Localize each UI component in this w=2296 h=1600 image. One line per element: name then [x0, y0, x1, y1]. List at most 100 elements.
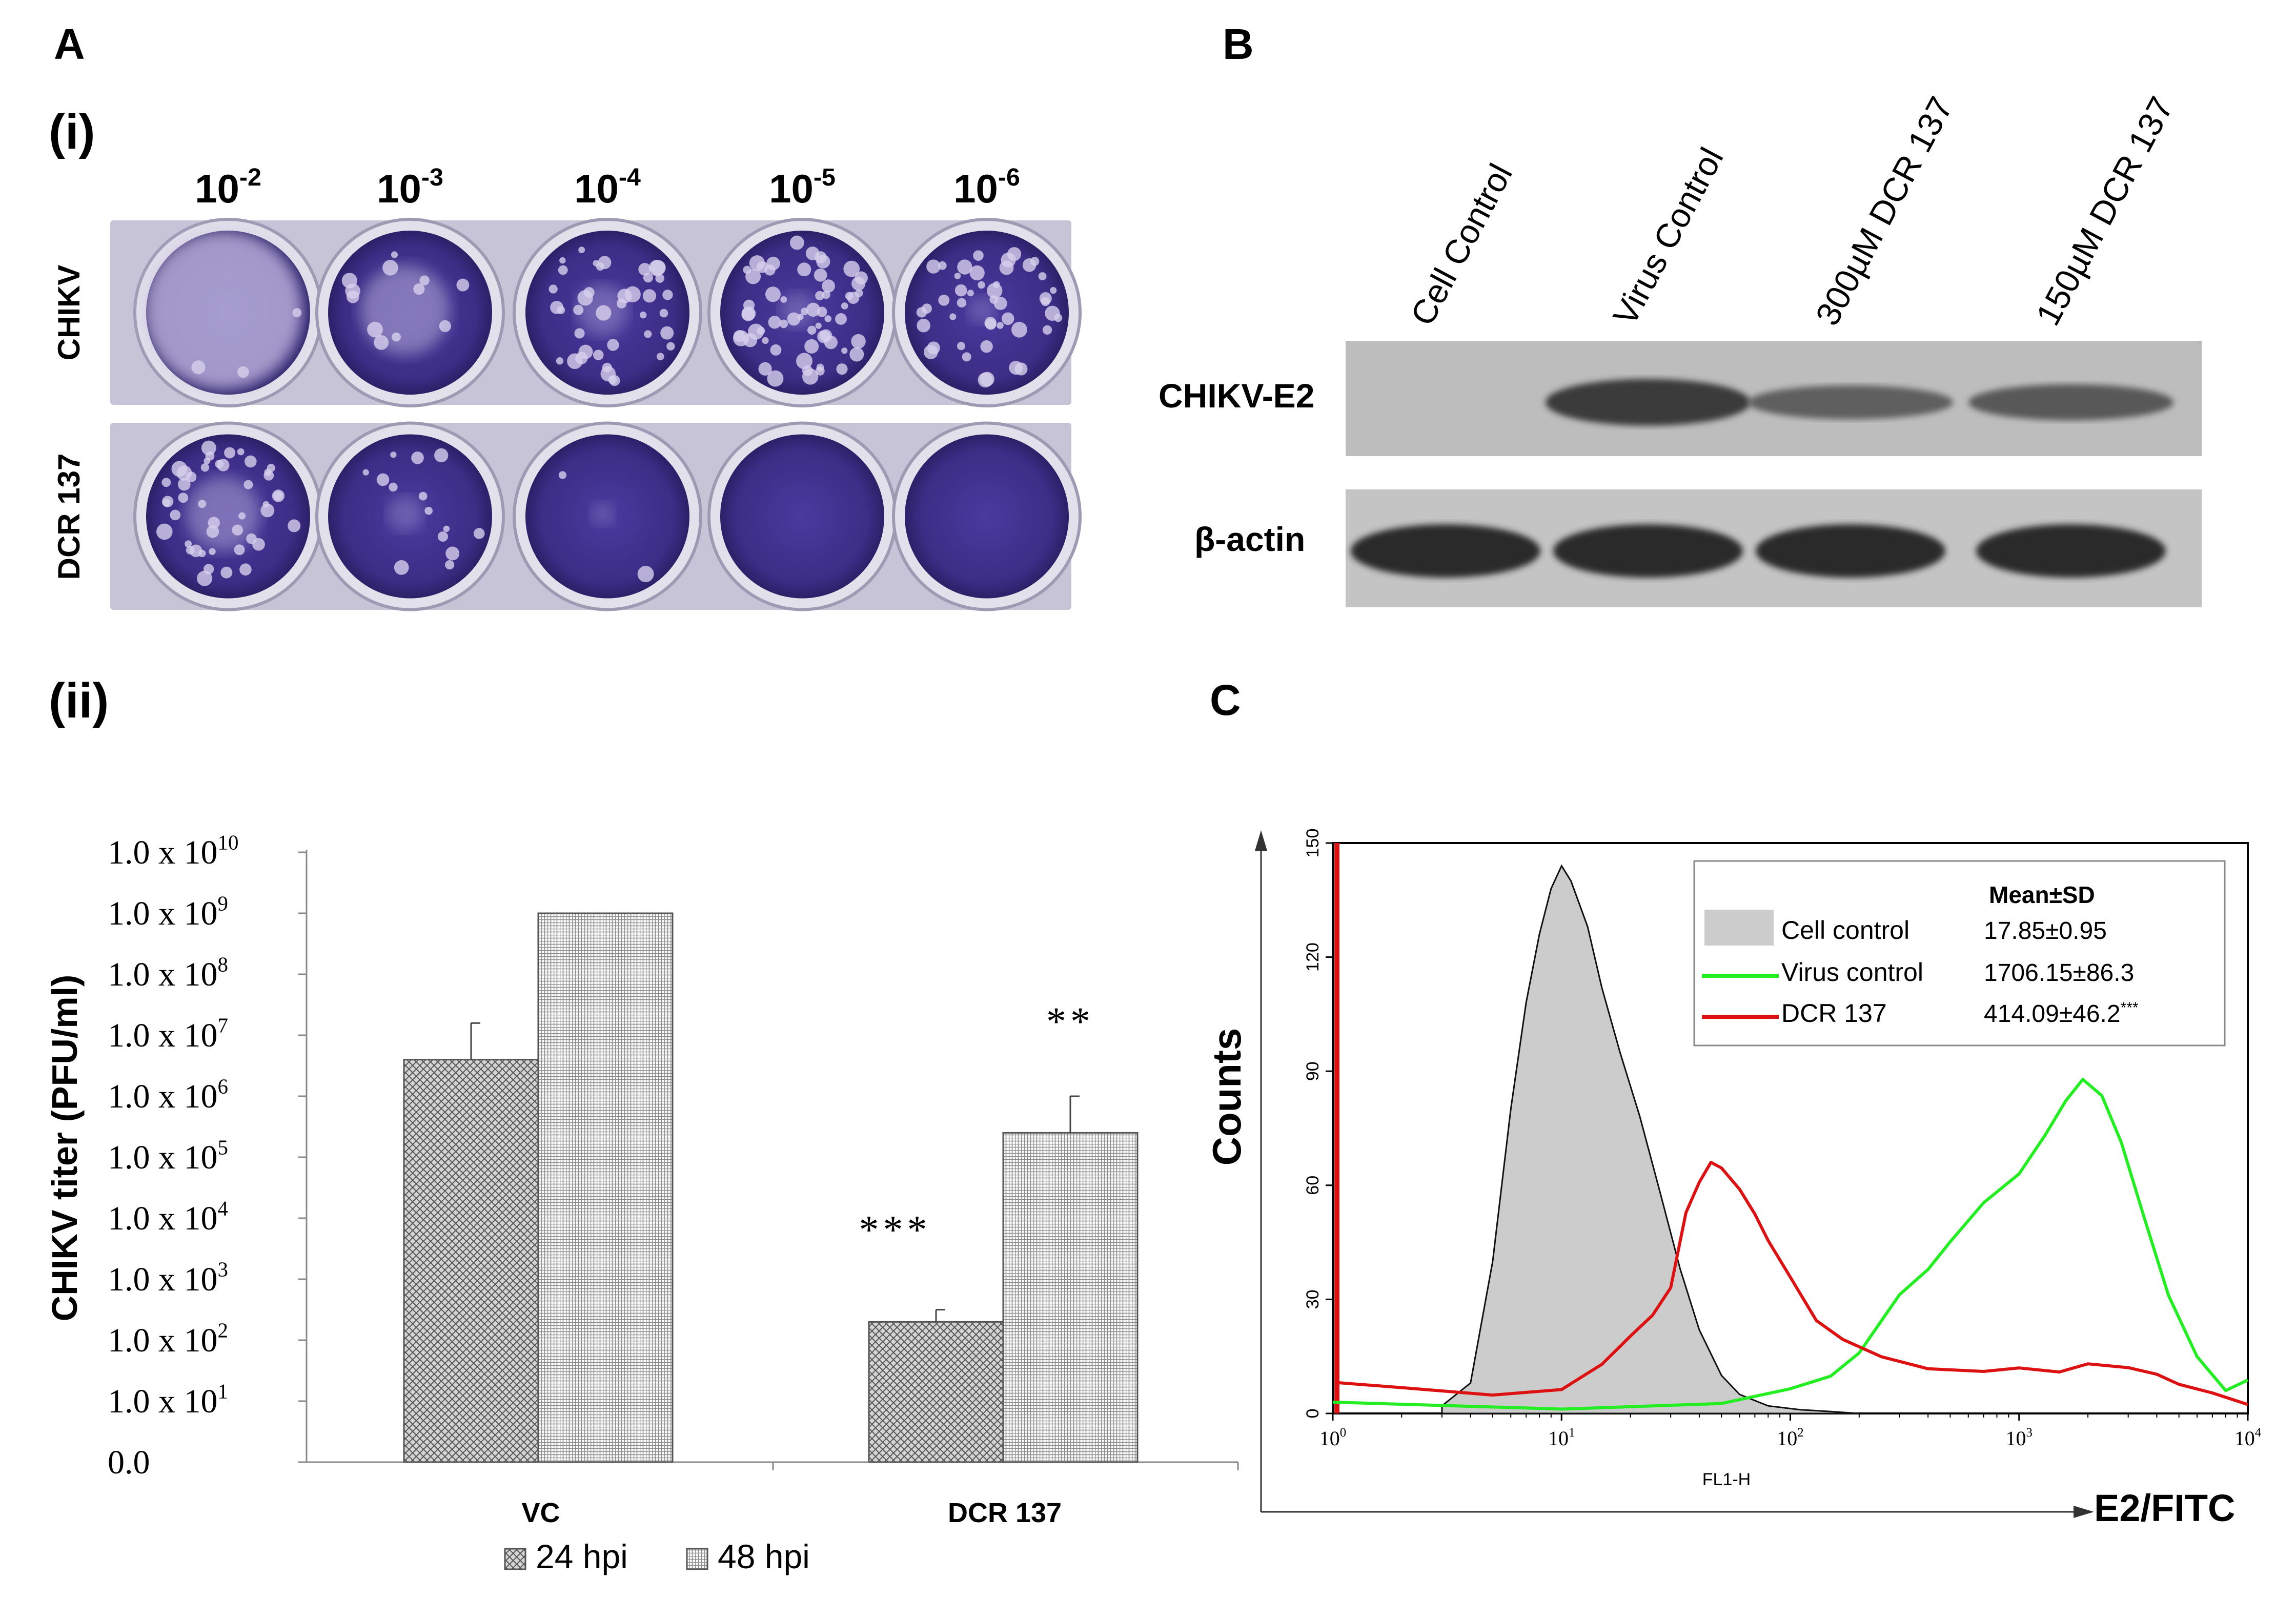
actin-band [1351, 524, 1540, 578]
plaque [637, 566, 654, 583]
e2-band [1546, 379, 1751, 426]
plate-row-label: CHIKV [52, 265, 86, 361]
flow-x-tick-label: 102 [1777, 1426, 1803, 1450]
flow-legend-header: Mean±SD [1989, 881, 2095, 908]
flow-legend-value: 414.09±46.2*** [1984, 999, 2139, 1028]
plaque [245, 455, 257, 468]
plaque [796, 353, 812, 370]
panel-label-a: A [54, 20, 85, 68]
plaque [957, 298, 967, 308]
plaque [766, 256, 780, 271]
bar-y-tick-label: 1.0 x 102 [108, 1319, 228, 1359]
plaque [847, 292, 860, 304]
plaque [578, 344, 593, 359]
plaque [1054, 314, 1063, 322]
plaque [473, 528, 485, 539]
plaque [984, 317, 997, 329]
bar-y-tick-label: 1.0 x 101 [108, 1380, 228, 1420]
bar-chart-categories: VC DCR 137 [521, 1498, 1062, 1528]
plaque [156, 523, 173, 540]
blot-lane-label: Virus Control [1606, 141, 1731, 332]
bar [1002, 1132, 1139, 1463]
bar-y-tick-label: 1.0 x 105 [108, 1136, 228, 1176]
plaque [822, 279, 835, 293]
plate-clearing [144, 231, 302, 389]
plaque [978, 281, 985, 289]
plaque [804, 339, 819, 354]
bar-category-label: VC [521, 1498, 560, 1528]
plaque [162, 499, 171, 507]
legend-label: 48 hpi [718, 1537, 810, 1575]
plaque [232, 524, 243, 536]
plaque [443, 525, 450, 532]
plaque [989, 295, 999, 304]
plaque [1050, 287, 1057, 294]
plate-clearing [967, 296, 996, 324]
plaque [434, 448, 449, 463]
plaque [186, 471, 197, 482]
plaque [260, 503, 275, 518]
plaque [345, 283, 360, 299]
bar-category-label: DCR 137 [948, 1498, 1062, 1528]
plaque [662, 290, 673, 300]
plaque [805, 247, 820, 260]
plaque [209, 548, 216, 555]
plaque [643, 273, 653, 283]
flow-x-tick-label: 101 [1548, 1426, 1575, 1450]
flow-y-label: Counts [1204, 1028, 1249, 1166]
significance-mark: ** [1046, 999, 1094, 1043]
plaque [224, 447, 236, 459]
plaque [797, 262, 811, 277]
plaque [997, 322, 1004, 329]
plaque [841, 302, 848, 310]
dilution-label: 10-5 [769, 163, 836, 211]
plaque [743, 265, 751, 274]
plaque [237, 366, 249, 378]
plaque [917, 318, 930, 333]
titer-bar-chart: 0.0 1.0 x 101 1.0 x 102 1.0 x 103 1.0 x 104 1… [45, 831, 1239, 1575]
plaque [836, 363, 848, 375]
plaque [1038, 272, 1047, 280]
flow-cytometry-histogram: 0 30 60 90 120 150 100 101 102 103 104 Mean±SD Cell… [1204, 829, 2262, 1529]
plaque [967, 290, 974, 297]
plaque [1001, 312, 1014, 325]
plaque [607, 339, 619, 351]
panel-label-c: C [1210, 676, 1241, 724]
plaque [762, 337, 769, 344]
flow-y-tick-label: 60 [1303, 1176, 1323, 1195]
flow-y-arrowhead [1255, 830, 1267, 851]
flow-y-tick-label: 150 [1303, 829, 1323, 858]
plate-clearing [387, 496, 423, 532]
plaque-assay-image: 10-2 10-3 10-4 10-5 10-6 CHIKV DCR 137 [52, 163, 1082, 611]
actin-band [1976, 524, 2166, 578]
plaque [593, 350, 604, 360]
flow-legend-value: 1706.15±86.3 [1984, 959, 2134, 987]
flow-y-tick-label: 30 [1303, 1289, 1323, 1309]
plaque [642, 289, 656, 303]
flow-legend-box [1693, 860, 2226, 1047]
plate-clearing [360, 265, 450, 355]
plaque [197, 570, 213, 586]
plaque [954, 273, 961, 279]
plaque [376, 473, 390, 486]
plaque [787, 312, 801, 326]
plaque [191, 360, 206, 375]
plaque [1042, 325, 1052, 335]
blot-lane-label: 300µM DCR 137 [1808, 91, 1960, 332]
panel-label-a-ii: (ii) [49, 673, 109, 728]
plaque [926, 259, 941, 274]
plaque [170, 509, 181, 521]
plaque [824, 335, 838, 350]
plate-clearing [591, 502, 614, 526]
plaque [817, 306, 827, 317]
plaque [822, 291, 830, 299]
plaque [292, 308, 302, 317]
plaque [1014, 362, 1028, 376]
plaque [757, 326, 765, 335]
actin-bands [1351, 524, 2166, 578]
e2-band [1968, 384, 2173, 421]
plaque [550, 300, 563, 314]
plaque [390, 452, 397, 458]
flow-x-arrowhead [2074, 1506, 2094, 1518]
